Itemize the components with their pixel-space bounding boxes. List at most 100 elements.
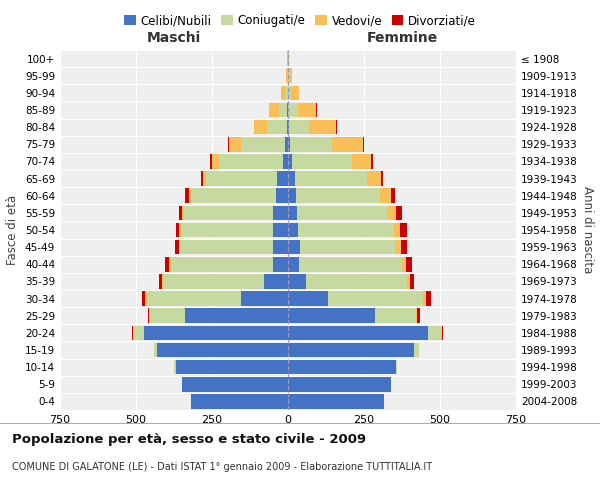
Bar xyxy=(277,172,288,186)
Text: Popolazione per età, sesso e stato civile - 2009: Popolazione per età, sesso e stato civil… xyxy=(12,432,366,446)
Bar xyxy=(146,292,241,306)
Bar xyxy=(191,188,276,203)
Bar xyxy=(191,394,288,408)
Bar xyxy=(306,274,407,288)
Bar xyxy=(212,154,218,168)
Bar xyxy=(286,68,287,83)
Bar xyxy=(288,154,292,168)
Bar xyxy=(287,120,288,134)
Bar xyxy=(162,274,163,288)
Bar xyxy=(273,240,288,254)
Bar xyxy=(363,137,364,152)
Bar xyxy=(288,222,298,238)
Bar xyxy=(387,206,395,220)
Bar xyxy=(274,206,288,220)
Bar xyxy=(229,137,241,152)
Bar xyxy=(374,308,416,323)
Bar xyxy=(175,240,179,254)
Bar xyxy=(176,222,179,238)
Bar xyxy=(181,222,274,238)
Y-axis label: Anni di nascita: Anni di nascita xyxy=(581,186,594,274)
Bar xyxy=(423,292,427,306)
Bar xyxy=(176,360,288,374)
Bar xyxy=(292,86,299,100)
Bar xyxy=(218,154,283,168)
Bar xyxy=(283,154,288,168)
Bar xyxy=(380,188,391,203)
Bar xyxy=(180,240,273,254)
Bar xyxy=(296,188,380,203)
Bar xyxy=(402,257,406,272)
Bar xyxy=(406,257,412,272)
Bar xyxy=(211,154,212,168)
Bar xyxy=(279,102,287,118)
Bar xyxy=(288,394,384,408)
Bar xyxy=(201,172,203,186)
Bar xyxy=(145,292,146,306)
Bar xyxy=(179,240,180,254)
Bar xyxy=(182,377,288,392)
Bar xyxy=(179,222,181,238)
Bar xyxy=(288,240,299,254)
Bar xyxy=(287,102,288,118)
Bar xyxy=(298,102,316,118)
Bar xyxy=(285,137,288,152)
Bar xyxy=(289,102,298,118)
Bar xyxy=(299,240,395,254)
Bar xyxy=(332,137,363,152)
Bar xyxy=(371,154,373,168)
Bar xyxy=(163,274,263,288)
Bar xyxy=(295,172,367,186)
Bar xyxy=(298,222,394,238)
Legend: Celibi/Nubili, Coniugati/e, Vedovi/e, Divorziati/e: Celibi/Nubili, Coniugati/e, Vedovi/e, Di… xyxy=(121,11,479,31)
Bar xyxy=(410,274,414,288)
Bar xyxy=(336,120,337,134)
Y-axis label: Fasce di età: Fasce di età xyxy=(7,195,19,265)
Bar xyxy=(263,274,288,288)
Bar xyxy=(395,206,401,220)
Bar xyxy=(416,308,417,323)
Bar xyxy=(288,308,374,323)
Bar xyxy=(427,292,431,306)
Bar xyxy=(206,172,277,186)
Bar xyxy=(288,206,296,220)
Bar xyxy=(184,206,274,220)
Text: COMUNE DI GALATONE (LE) - Dati ISTAT 1° gennaio 2009 - Elaborazione TUTTITALIA.I: COMUNE DI GALATONE (LE) - Dati ISTAT 1° … xyxy=(12,462,432,472)
Bar xyxy=(254,120,267,134)
Bar xyxy=(288,326,428,340)
Bar xyxy=(203,172,206,186)
Bar xyxy=(148,308,149,323)
Bar xyxy=(299,257,402,272)
Bar xyxy=(391,188,395,203)
Bar xyxy=(179,206,182,220)
Bar xyxy=(290,137,332,152)
Bar xyxy=(288,292,328,306)
Bar xyxy=(288,360,396,374)
Bar xyxy=(241,292,288,306)
Bar xyxy=(281,86,285,100)
Text: Femmine: Femmine xyxy=(367,31,437,45)
Bar xyxy=(189,188,191,203)
Bar xyxy=(169,257,171,272)
Bar xyxy=(288,257,299,272)
Bar xyxy=(288,188,296,203)
Bar xyxy=(285,86,287,100)
Bar xyxy=(274,222,288,238)
Bar xyxy=(288,172,295,186)
Bar xyxy=(149,308,185,323)
Bar xyxy=(407,274,410,288)
Bar xyxy=(288,377,391,392)
Bar xyxy=(288,120,289,134)
Bar xyxy=(401,240,407,254)
Bar xyxy=(185,188,189,203)
Bar xyxy=(367,172,381,186)
Bar xyxy=(292,154,352,168)
Bar xyxy=(381,172,383,186)
Bar xyxy=(309,120,336,134)
Bar xyxy=(174,360,176,374)
Bar xyxy=(182,206,184,220)
Bar xyxy=(171,257,273,272)
Bar xyxy=(273,257,288,272)
Bar xyxy=(288,68,289,83)
Bar xyxy=(157,342,288,357)
